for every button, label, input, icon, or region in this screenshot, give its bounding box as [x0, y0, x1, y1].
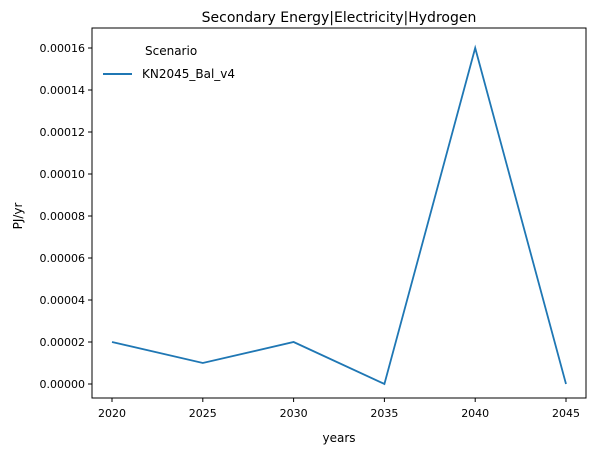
y-axis-label: PJ/yr [11, 203, 25, 230]
y-axis: 0.00000 0.00002 0.00004 0.00006 0.00008 0.000… [40, 42, 92, 391]
x-tick-label: 2040 [461, 407, 489, 420]
plot-area [91, 27, 587, 399]
x-tick-label: 2030 [280, 407, 308, 420]
series-lines [111, 44, 567, 386]
y-tick-label: 0.00006 [40, 252, 86, 265]
x-tick-label: 2020 [98, 407, 126, 420]
legend-title: Scenario [145, 44, 197, 58]
legend: Scenario KN2045_Bal_v4 [103, 44, 235, 81]
y-tick-label: 0.00008 [40, 210, 86, 223]
y-tick-label: 0.00000 [40, 378, 86, 391]
x-tick-label: 2025 [189, 407, 217, 420]
y-tick-label: 0.00002 [40, 336, 86, 349]
chart-title: Secondary Energy|Electricity|Hydrogen [202, 10, 477, 26]
y-tick-label: 0.00010 [40, 168, 86, 181]
x-axis: 2020 2025 2030 2035 2040 2045 [98, 398, 580, 420]
y-tick-label: 0.00014 [40, 84, 86, 97]
y-tick-label: 0.00016 [40, 42, 86, 55]
y-tick-label: 0.00004 [40, 294, 86, 307]
x-axis-label: years [322, 431, 355, 445]
series-line [111, 44, 567, 386]
x-tick-label: 2035 [370, 407, 398, 420]
legend-label: KN2045_Bal_v4 [142, 67, 235, 81]
x-tick-label: 2045 [552, 407, 580, 420]
y-tick-label: 0.00012 [40, 126, 86, 139]
